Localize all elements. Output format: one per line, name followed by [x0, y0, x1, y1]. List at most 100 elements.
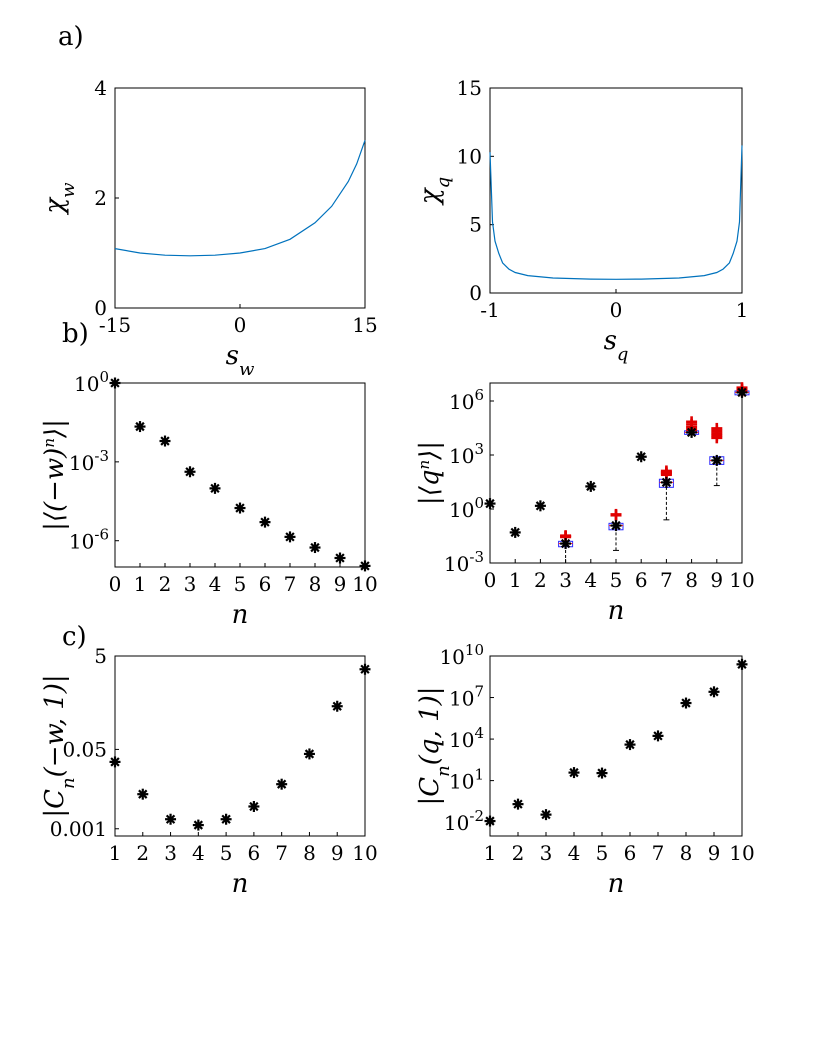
data-point-n3 [184, 466, 196, 478]
data-point-n5 [610, 520, 622, 532]
data-point-n6 [635, 451, 647, 463]
x-tick-label: 9 [334, 572, 347, 596]
x-tick-label: 4 [209, 572, 222, 596]
y-axis-label: χw [40, 182, 79, 216]
chart-b-right: 0 1 2 3 4 5 6 7 8 9 10 10-3 100 103 106 n |⟨qn⟩| [415, 382, 755, 626]
outlier-plus [610, 508, 622, 520]
chart-b-left: 0 1 2 3 4 5 6 7 8 9 10 100 10-3 10-6 n |⟨(−w)n⟩| [40, 368, 378, 630]
x-tick-label: 0 [484, 568, 497, 592]
data-point-n10 [359, 560, 371, 572]
data-point-n1 [134, 421, 146, 433]
x-axis-label: sw [226, 341, 255, 380]
y-tick-label: 0 [469, 281, 482, 305]
x-tick-label: 7 [652, 841, 665, 865]
data-point-n5 [596, 767, 608, 779]
data-point-n4 [585, 480, 597, 492]
data-point-n1 [109, 756, 121, 768]
x-tick-label: 1 [134, 572, 147, 596]
data-point-n5 [220, 813, 232, 825]
x-tick-label: 6 [248, 841, 261, 865]
data-point-n0 [109, 377, 121, 389]
series-line-chi_w [114, 140, 366, 257]
y-tick-label: 107 [449, 683, 484, 711]
data-point-n7 [660, 476, 672, 488]
data-point-n8 [680, 697, 692, 709]
outlier-plus [711, 422, 723, 434]
data-point-n2 [137, 788, 149, 800]
data-point-n2 [534, 500, 546, 512]
x-tick-label: 4 [192, 841, 205, 865]
y-tick-label: 0.05 [62, 737, 107, 761]
y-axis-label: |Cn(q, 1)| [415, 686, 454, 805]
x-tick-label: 7 [284, 572, 297, 596]
data-point-n2 [159, 435, 171, 447]
data-point-n7 [284, 531, 296, 543]
x-tick-label: 1 [736, 298, 749, 322]
data-point-n1 [509, 526, 521, 538]
x-tick-label: -1 [480, 298, 499, 322]
x-axis-label: n [232, 600, 249, 630]
chart-c-right: 1 2 3 4 5 6 7 8 9 10 10-2 101 104 107 1010 n |Cn(q, 1)| [415, 641, 755, 899]
y-tick-label: 4 [94, 76, 107, 100]
y-tick-label: 2 [94, 186, 107, 210]
data-point-n5 [234, 502, 246, 514]
x-tick-label: 9 [708, 841, 721, 865]
plot-frame [489, 655, 743, 837]
x-tick-label: 0 [234, 313, 247, 337]
x-tick-label: 2 [136, 841, 149, 865]
panel-label-a: a) [58, 22, 84, 52]
outlier-plus [660, 465, 672, 477]
y-tick-label: 15 [457, 76, 482, 100]
data-point-n10 [736, 658, 748, 670]
y-tick-label: 0.001 [50, 817, 107, 841]
x-tick-label: 8 [685, 568, 698, 592]
x-tick-label: 3 [540, 841, 553, 865]
x-tick-label: 7 [275, 841, 288, 865]
data-point-n1 [484, 815, 496, 827]
data-point-n10 [359, 663, 371, 675]
y-tick-label: 1010 [439, 641, 484, 669]
panel-label-c: c) [62, 622, 87, 652]
y-tick-label: 0 [94, 296, 107, 320]
x-axis-label: n [608, 596, 625, 626]
x-tick-label: 7 [660, 568, 673, 592]
y-tick-label: 10-2 [444, 807, 484, 835]
data-point-n6 [624, 739, 636, 751]
y-tick-label: 5 [469, 213, 482, 237]
data-point-n3 [560, 538, 572, 550]
x-tick-label: 5 [610, 568, 623, 592]
data-point-n4 [568, 767, 580, 779]
y-tick-label: 100 [449, 494, 484, 522]
y-axis-label: |⟨qn⟩| [415, 441, 445, 505]
x-tick-label: 2 [159, 572, 172, 596]
x-tick-label: 0 [610, 298, 623, 322]
x-tick-label: 1 [509, 568, 522, 592]
x-tick-label: 9 [710, 568, 723, 592]
series-line-chi_q [489, 145, 743, 280]
data-point-n3 [165, 813, 177, 825]
data-point-n8 [309, 542, 321, 554]
plot-frame [114, 655, 366, 837]
outlier-plus [686, 416, 698, 428]
y-tick-label: 104 [449, 724, 484, 752]
y-tick-label: 5 [94, 644, 107, 668]
x-tick-label: 0 [109, 572, 122, 596]
x-axis-label: n [608, 869, 625, 899]
x-tick-label: 5 [596, 841, 609, 865]
y-axis-label: χq [415, 177, 454, 206]
x-tick-label: 8 [680, 841, 693, 865]
y-tick-label: 10-3 [69, 447, 109, 475]
data-point-n4 [192, 819, 204, 831]
x-tick-label: 1 [484, 841, 497, 865]
data-point-n10 [736, 386, 748, 398]
data-point-n7 [276, 778, 288, 790]
x-tick-label: 3 [184, 572, 197, 596]
data-point-n9 [331, 700, 343, 712]
x-tick-label: 10 [352, 841, 377, 865]
x-tick-label: 2 [534, 568, 547, 592]
plot-frame [489, 382, 743, 564]
